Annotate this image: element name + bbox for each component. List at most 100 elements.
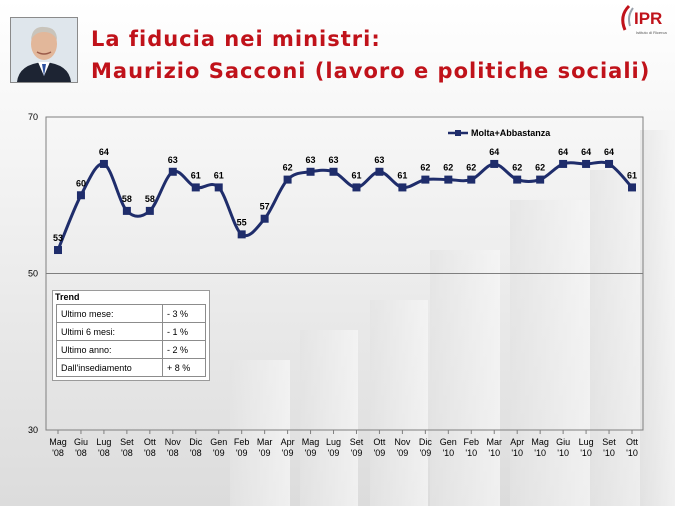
x-tick-label: Gen: [440, 437, 457, 447]
data-label: 62: [466, 163, 476, 173]
y-tick-label: 30: [28, 425, 38, 435]
x-tick-label-year: '09: [351, 448, 363, 458]
legend-marker-icon: [455, 130, 461, 136]
data-point: [191, 183, 200, 192]
x-tick-label: Ott: [626, 437, 639, 447]
x-tick-label: Mag: [49, 437, 67, 447]
trend-title: Trend: [55, 292, 80, 302]
x-axis: Mag'08Giu'08Lug'08Set'08Ott'08Nov'08Dic'…: [49, 430, 638, 458]
data-label: 61: [627, 170, 637, 180]
data-point: [352, 183, 361, 192]
x-tick-label-year: '09: [236, 448, 248, 458]
y-tick-label: 50: [28, 269, 38, 279]
x-tick-label: Apr: [510, 437, 524, 447]
data-label: 64: [99, 147, 109, 157]
x-tick-label: Giu: [556, 437, 570, 447]
x-tick-label: Set: [120, 437, 134, 447]
data-label: 64: [558, 147, 568, 157]
x-tick-label: Giu: [74, 437, 88, 447]
series-line: [56, 160, 634, 252]
data-point: [582, 159, 591, 168]
x-tick-label: Lug: [579, 437, 594, 447]
chart-legend: Molta+Abbastanza: [448, 128, 551, 138]
data-point: [168, 167, 177, 176]
data-label: 55: [237, 217, 247, 227]
x-tick-label-year: '09: [282, 448, 294, 458]
x-tick-label-year: '10: [580, 448, 592, 458]
x-tick-label-year: '10: [603, 448, 615, 458]
x-tick-label: Mar: [486, 437, 502, 447]
data-label: 60: [76, 178, 86, 188]
x-tick-label-year: '08: [144, 448, 156, 458]
x-tick-label-year: '08: [167, 448, 179, 458]
data-label: 63: [374, 155, 384, 165]
trend-row: Ultimo mese: - 3 %: [56, 304, 206, 323]
data-point: [214, 183, 223, 192]
data-label: 62: [283, 163, 293, 173]
data-point: [605, 159, 614, 168]
x-tick-label-year: '08: [52, 448, 64, 458]
trend-box: Trend Ultimo mese: - 3 % Ultimi 6 mesi: - …: [52, 290, 210, 381]
data-point: [467, 175, 476, 184]
data-label: 64: [604, 147, 614, 157]
data-point: [99, 159, 108, 168]
trend-row: Ultimi 6 mesi: - 1 %: [56, 322, 206, 341]
x-tick-label-year: '10: [557, 448, 569, 458]
x-tick-label-year: '09: [328, 448, 340, 458]
data-point: [237, 230, 246, 239]
trend-label: Ultimi 6 mesi:: [56, 322, 163, 341]
data-point: [444, 175, 453, 184]
data-label: 63: [168, 155, 178, 165]
x-tick-label: Gen: [210, 437, 227, 447]
trend-row: Dall'insediamento + 8 %: [56, 358, 206, 377]
data-label: 63: [306, 155, 316, 165]
series-points: [54, 159, 636, 255]
x-tick-label: Mar: [257, 437, 273, 447]
data-label: 58: [122, 194, 132, 204]
data-label: 62: [512, 163, 522, 173]
x-tick-label: Mag: [531, 437, 549, 447]
data-point: [628, 183, 636, 192]
x-tick-label-year: '09: [259, 448, 271, 458]
trend-value: + 8 %: [162, 358, 206, 377]
data-point: [421, 175, 430, 184]
data-label: 61: [191, 170, 201, 180]
data-label: 63: [329, 155, 339, 165]
data-point: [513, 175, 522, 184]
x-tick-label-year: '08: [75, 448, 87, 458]
data-label: 61: [397, 170, 407, 180]
trend-row: Ultimo anno: - 2 %: [56, 340, 206, 359]
x-tick-label: Nov: [394, 437, 411, 447]
data-point: [54, 246, 62, 255]
page-title-line1: La fiducia nei ministri:: [91, 27, 381, 51]
x-tick-label: Nov: [165, 437, 182, 447]
y-axis: 30 50 70: [28, 112, 38, 435]
data-point: [490, 159, 499, 168]
trend-value: - 3 %: [162, 304, 206, 323]
data-label: 53: [53, 233, 63, 243]
trend-value: - 2 %: [162, 340, 206, 359]
person-portrait-icon: [11, 18, 77, 82]
x-tick-label-year: '08: [98, 448, 110, 458]
data-label: 64: [489, 147, 499, 157]
data-point: [559, 159, 568, 168]
logo-subtext: Istituto di Ricerca: [636, 30, 667, 35]
data-labels: 53 60 64 58 58 63 61 61 55 57 62 63 63 61 63 61 62 62 62 64…: [53, 147, 637, 243]
trend-value: - 1 %: [162, 322, 206, 341]
x-tick-label-year: '09: [397, 448, 409, 458]
x-tick-label: Set: [350, 437, 364, 447]
data-label: 64: [581, 147, 591, 157]
x-tick-label-year: '10: [488, 448, 500, 458]
trend-label: Dall'insediamento: [56, 358, 163, 377]
trend-table: Ultimo mese: - 3 % Ultimi 6 mesi: - 1 % Ul…: [56, 304, 206, 377]
x-tick-label: Dic: [419, 437, 432, 447]
data-label: 62: [535, 163, 545, 173]
y-tick-label: 70: [28, 112, 38, 122]
legend-label: Molta+Abbastanza: [471, 128, 551, 138]
data-label: 58: [145, 194, 155, 204]
x-tick-label: Lug: [326, 437, 341, 447]
x-tick-label: Set: [602, 437, 616, 447]
data-point: [283, 175, 292, 184]
